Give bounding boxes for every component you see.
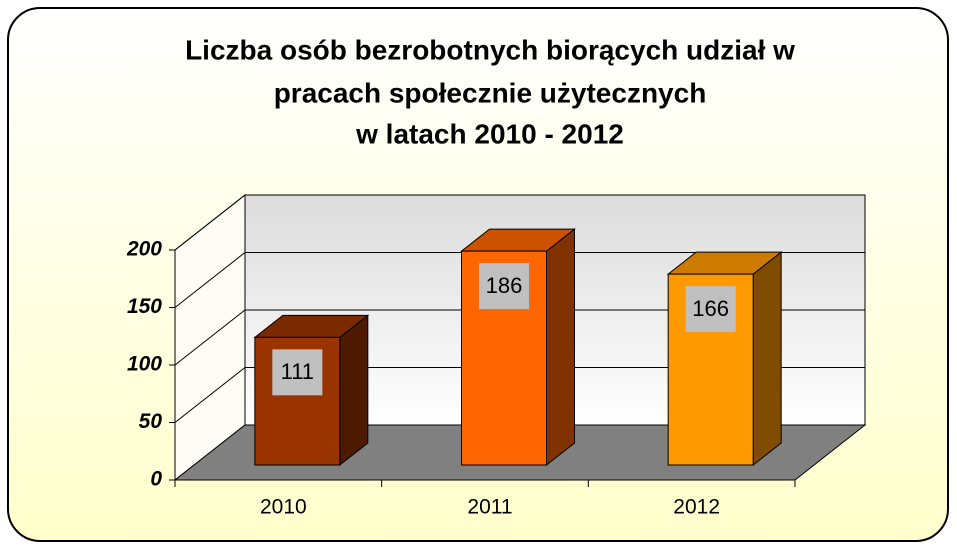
value-label-box (479, 263, 529, 310)
grid-line (174, 252, 246, 308)
x-tick-label: 2011 (467, 496, 512, 519)
y-tick-label: 200 (126, 238, 162, 261)
value-label: 166 (692, 296, 729, 321)
chart-title: Liczba osób bezrobotnych biorących udzia… (185, 34, 795, 65)
bar-side (339, 314, 369, 467)
value-label-box (685, 286, 736, 333)
y-tick-label: 150 (127, 295, 162, 318)
grid-line (174, 309, 246, 366)
y-tick-label: 0 (150, 468, 162, 491)
bar-side (752, 251, 782, 467)
chart-title: w latach 2010 - 2012 (355, 118, 624, 149)
grid-line (174, 194, 246, 251)
y-tick-label: 100 (127, 353, 162, 376)
value-label-box (272, 349, 323, 396)
x-tick-label: 2012 (673, 496, 720, 519)
grid-line (174, 367, 246, 423)
value-label: 186 (486, 273, 523, 298)
bar-side (546, 228, 575, 467)
x-tick-label: 2010 (260, 496, 307, 519)
y-tick-label: 50 (139, 410, 163, 433)
chart-title: pracach społecznie użytecznych (274, 77, 707, 108)
value-label: 111 (281, 359, 314, 384)
